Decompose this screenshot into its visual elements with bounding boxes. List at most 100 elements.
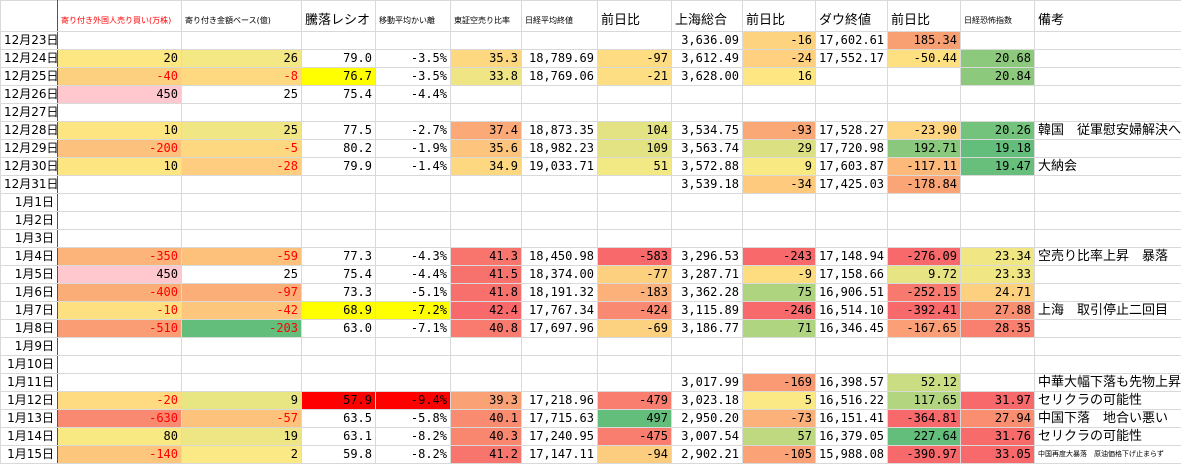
value-cell xyxy=(960,175,1035,194)
value-cell: 41.8 xyxy=(450,283,522,302)
value-cell: -183 xyxy=(597,283,672,302)
value-cell: 41.3 xyxy=(450,247,522,266)
value-cell xyxy=(960,337,1035,356)
data-row: 1月14日 80 19 63.1 -8.2% 40.3 17,240.95 -475 3,007… xyxy=(0,427,1181,446)
note-cell xyxy=(1034,355,1181,374)
value-cell: 20.26 xyxy=(960,121,1035,140)
value-cell: 17,720.98 xyxy=(815,139,888,158)
value-cell: 3,023.18 xyxy=(671,391,743,410)
header-cell: 寄り付き外国人売り買い(万株) xyxy=(57,0,182,32)
value-cell xyxy=(521,229,598,248)
value-cell: 3,186.77 xyxy=(671,319,743,338)
value-cell: 20.68 xyxy=(960,49,1035,68)
header-cell: 前日比 xyxy=(742,0,816,32)
value-cell: 109 xyxy=(597,139,672,158)
value-cell xyxy=(671,85,743,104)
value-cell xyxy=(450,229,522,248)
value-cell xyxy=(597,103,672,122)
date-cell: 1月8日 xyxy=(0,319,58,338)
value-cell xyxy=(301,31,376,50)
value-cell: -1.4% xyxy=(375,157,451,176)
value-cell xyxy=(815,193,888,212)
value-cell xyxy=(815,85,888,104)
value-cell: -8.2% xyxy=(375,427,451,446)
date-cell: 1月2日 xyxy=(0,211,58,230)
date-cell: 1月5日 xyxy=(0,265,58,284)
data-row: 12月23日 3,636.09 -16 17,602.61 185.34 xyxy=(0,31,1181,50)
header-row: 寄り付き外国人売り買い(万株) 寄り付き金額ベース(億) 騰落レシオ 移動平均かい離東… xyxy=(0,0,1181,32)
value-cell: -23.90 xyxy=(887,121,961,140)
value-cell: 16,516.22 xyxy=(815,391,888,410)
value-cell xyxy=(521,193,598,212)
value-cell: 80.2 xyxy=(301,139,376,158)
value-cell xyxy=(960,355,1035,374)
value-cell xyxy=(375,175,451,194)
value-cell xyxy=(597,85,672,104)
value-cell: 16 xyxy=(742,67,816,86)
value-cell: -7.1% xyxy=(375,319,451,338)
value-cell: 16,379.05 xyxy=(815,427,888,446)
value-cell xyxy=(450,31,522,50)
value-cell xyxy=(375,211,451,230)
note-cell xyxy=(1034,337,1181,356)
value-cell xyxy=(375,373,451,392)
value-cell: 20 xyxy=(57,49,182,68)
note-cell: セリクラの可能性 xyxy=(1034,391,1181,410)
note-cell xyxy=(1034,265,1181,284)
value-cell: 17,528.27 xyxy=(815,121,888,140)
value-cell xyxy=(671,337,743,356)
value-cell: 75.4 xyxy=(301,85,376,104)
value-cell xyxy=(815,355,888,374)
date-cell: 12月23日 xyxy=(0,31,58,50)
value-cell: 3,572.88 xyxy=(671,157,743,176)
value-cell: 3,007.54 xyxy=(671,427,743,446)
data-row: 1月6日 -400 -97 73.3 -5.1% 41.8 18,191.32 -183 3,3… xyxy=(0,283,1181,302)
value-cell xyxy=(597,355,672,374)
note-cell xyxy=(1034,139,1181,158)
value-cell: 450 xyxy=(57,85,182,104)
value-cell: 17,767.34 xyxy=(521,301,598,320)
value-cell xyxy=(742,193,816,212)
value-cell xyxy=(521,373,598,392)
data-row: 1月4日 -350 -59 77.3 -4.3% 41.3 18,450.98 -583 3,2… xyxy=(0,247,1181,266)
data-row: 12月28日 10 25 77.5 -2.7% 37.4 18,873.35 104 3,534… xyxy=(0,121,1181,140)
value-cell: 9 xyxy=(742,157,816,176)
value-cell: 17,697.96 xyxy=(521,319,598,338)
value-cell: 227.64 xyxy=(887,427,961,446)
value-cell: 57.9 xyxy=(301,391,376,410)
header-cell: 前日比 xyxy=(887,0,961,32)
data-row: 1月9日 xyxy=(0,337,1181,356)
value-cell: 10 xyxy=(57,157,182,176)
value-cell xyxy=(960,211,1035,230)
value-cell: 63.1 xyxy=(301,427,376,446)
value-cell: 15,988.08 xyxy=(815,445,888,464)
value-cell xyxy=(597,229,672,248)
value-cell: 51 xyxy=(597,157,672,176)
value-cell: 3,636.09 xyxy=(671,31,743,50)
value-cell: -93 xyxy=(742,121,816,140)
value-cell xyxy=(57,103,182,122)
value-cell: 18,374.00 xyxy=(521,265,598,284)
value-cell xyxy=(57,337,182,356)
data-row: 1月15日 -140 2 59.8 -8.2% 41.2 17,147.11 -94 2,902… xyxy=(0,445,1181,464)
value-cell: -16 xyxy=(742,31,816,50)
value-cell xyxy=(181,175,302,194)
value-cell xyxy=(671,229,743,248)
value-cell: 19.18 xyxy=(960,139,1035,158)
value-cell: 17,218.96 xyxy=(521,391,598,410)
data-row: 1月13日 -630 -57 63.5 -5.8% 40.1 17,715.63 497 2,9… xyxy=(0,409,1181,428)
value-cell: -5.8% xyxy=(375,409,451,428)
value-cell: 37.4 xyxy=(450,121,522,140)
value-cell xyxy=(671,103,743,122)
value-cell: 33.8 xyxy=(450,67,522,86)
value-cell: 3,534.75 xyxy=(671,121,743,140)
value-cell: 16,398.57 xyxy=(815,373,888,392)
value-cell: 71 xyxy=(742,319,816,338)
value-cell xyxy=(521,85,598,104)
value-cell: 2,902.21 xyxy=(671,445,743,464)
value-cell: 117.65 xyxy=(887,391,961,410)
value-cell xyxy=(450,85,522,104)
value-cell xyxy=(960,103,1035,122)
value-cell xyxy=(742,85,816,104)
